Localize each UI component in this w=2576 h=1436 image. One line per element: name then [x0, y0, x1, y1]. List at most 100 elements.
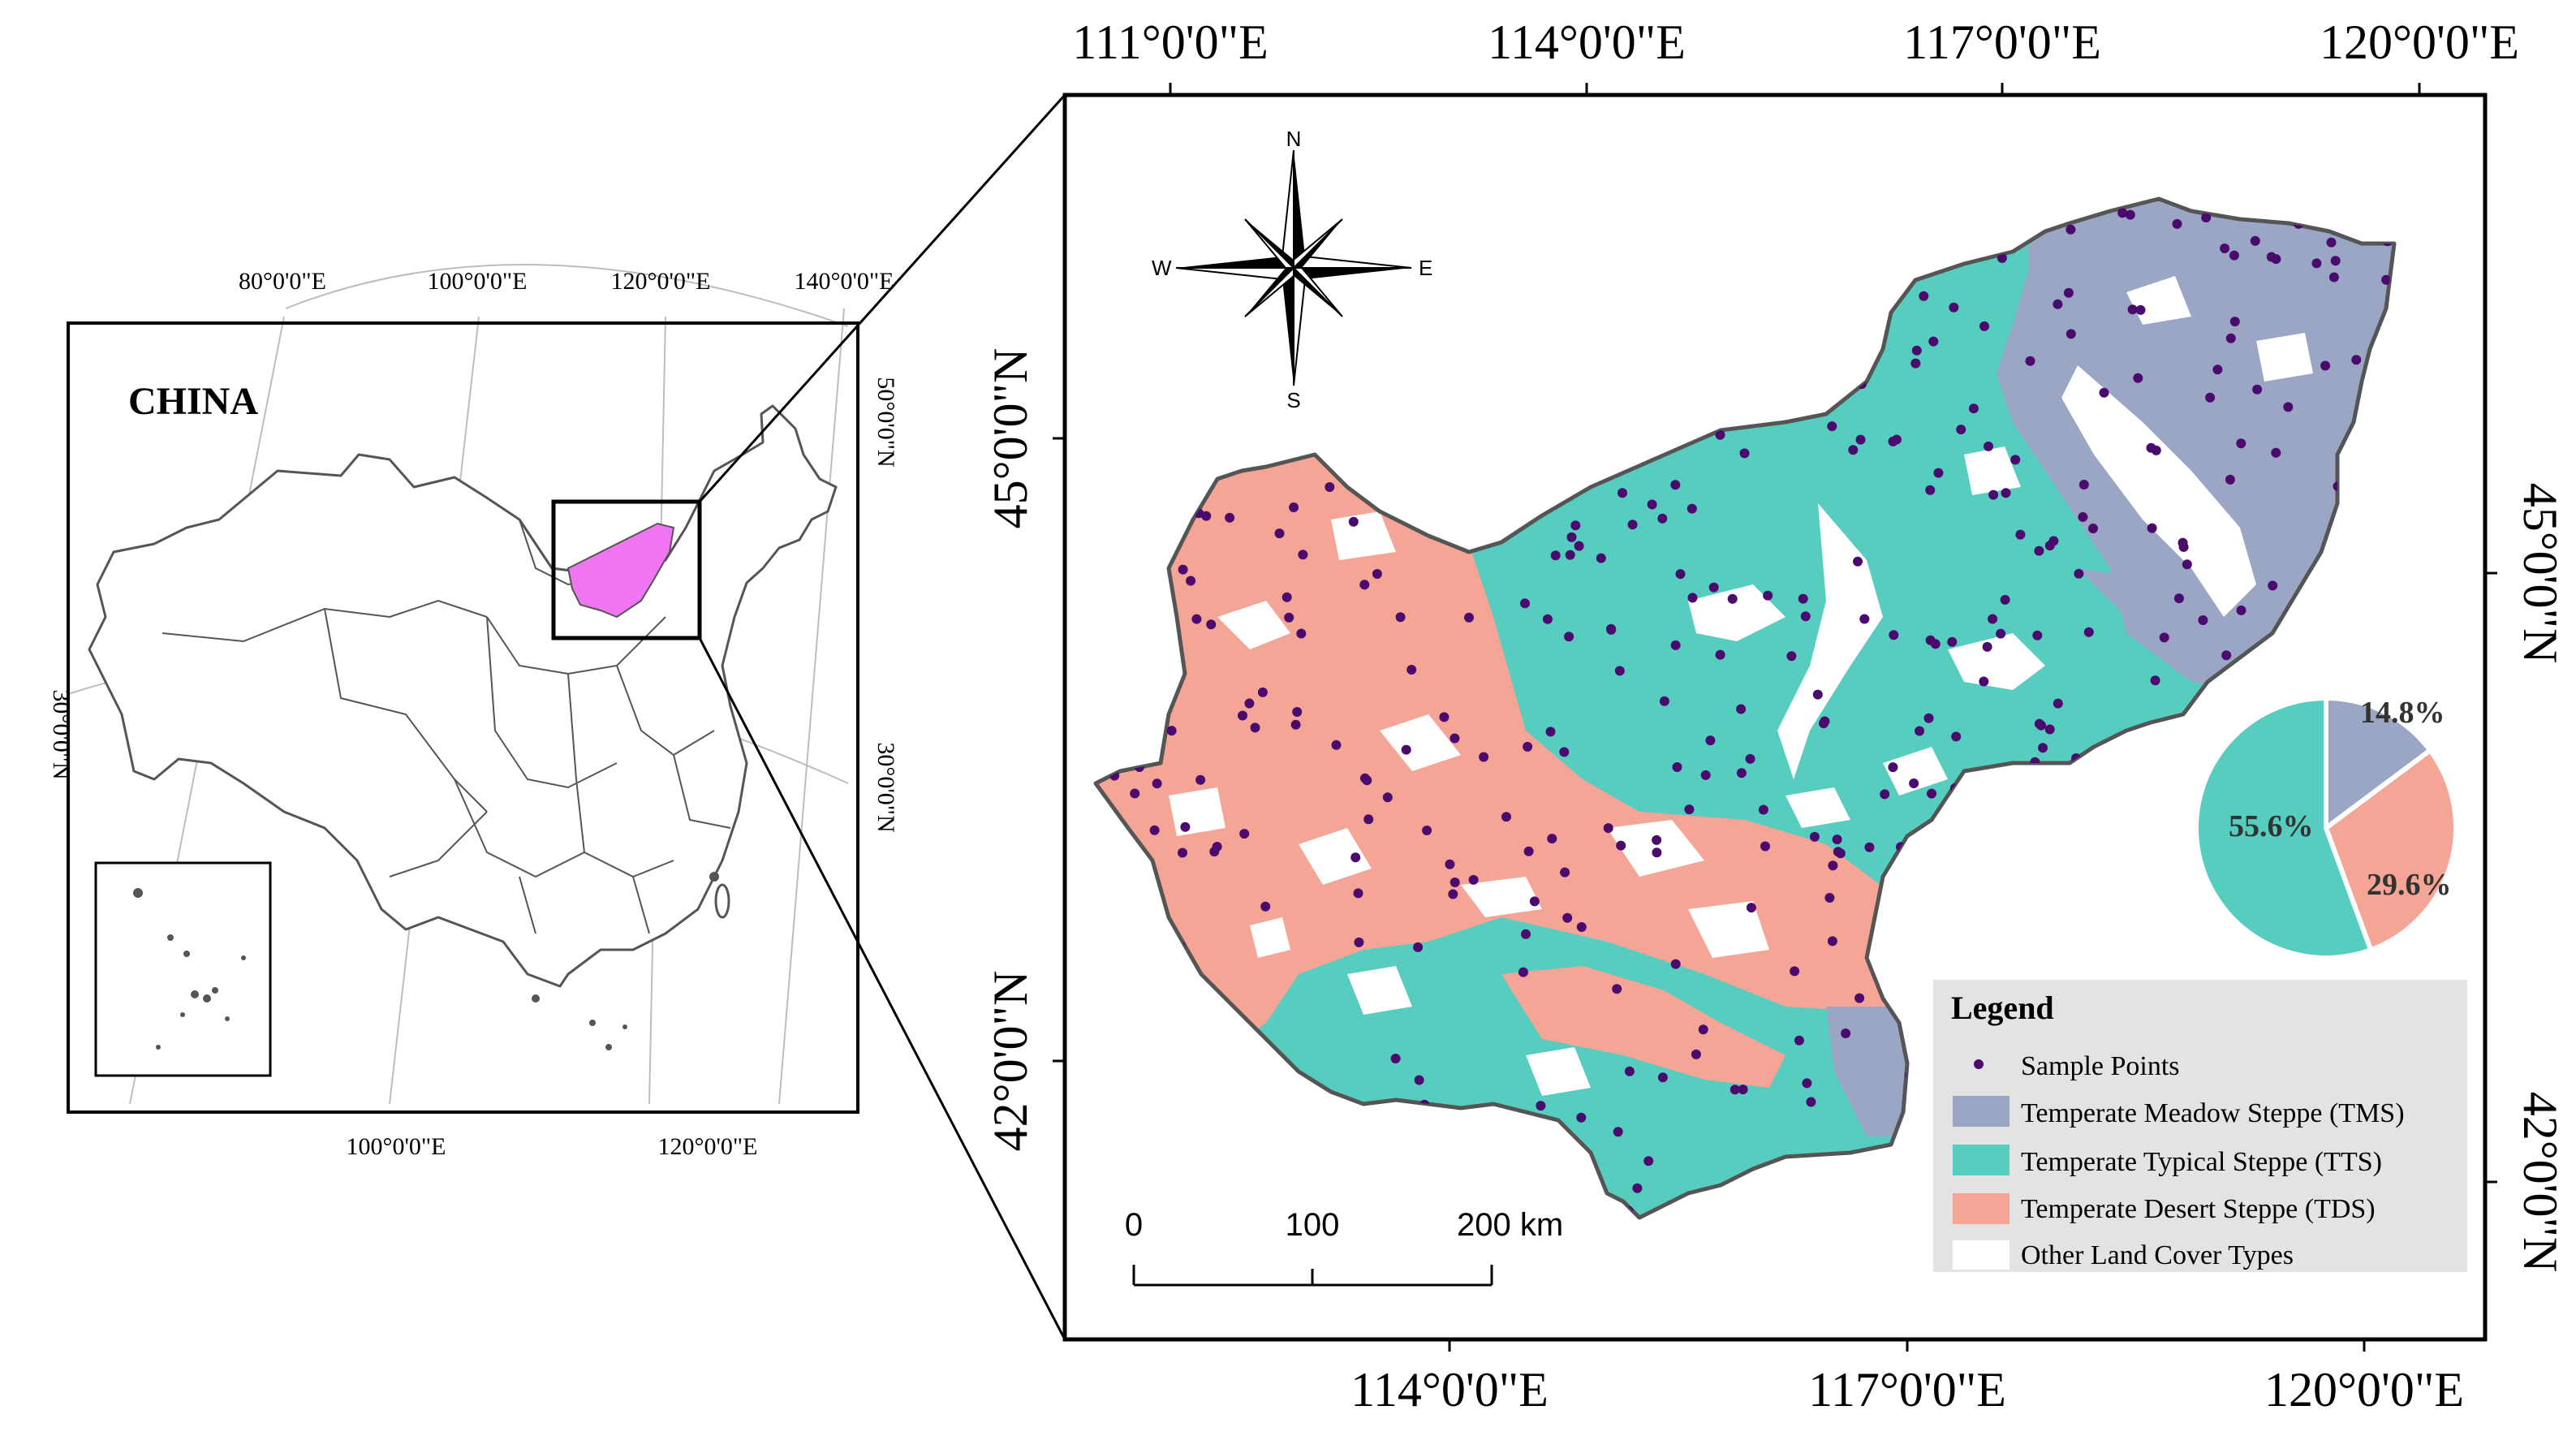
sample-point: [1166, 726, 1177, 736]
sample-point: [1657, 513, 1668, 524]
pie-slice: [2324, 695, 2434, 833]
sample-point: [1794, 1035, 1804, 1046]
sample-point: [1909, 778, 1919, 788]
sample-point: [1450, 878, 1460, 887]
sample-point: [1763, 590, 1773, 601]
sample-point: [1523, 741, 1533, 752]
sample-point: [1684, 804, 1695, 815]
sample-point: [1350, 852, 1361, 863]
sample-point: [1745, 753, 1755, 764]
sample-point: [1536, 1101, 1546, 1111]
sample-point: [1576, 1112, 1587, 1123]
sample-point: [2034, 546, 2044, 556]
sample-point: [1988, 614, 1998, 624]
sample-point: [1479, 752, 1489, 762]
sample-point: [1562, 912, 1573, 923]
sample-point: [1422, 826, 1432, 835]
sample-point: [1186, 576, 1196, 586]
sample-point: [1841, 1028, 1851, 1038]
sample-point: [1274, 528, 1285, 539]
sample-point: [1790, 966, 1800, 977]
sample-point: [1565, 550, 1575, 560]
overview-top-lon-label: 140°0'0"E: [795, 268, 894, 295]
sample-point: [1152, 778, 1162, 789]
sample-point: [2063, 287, 2074, 298]
main-top-lon-label: 114°0'0"E: [1488, 15, 1686, 69]
sample-point: [2044, 724, 2055, 735]
sample-point: [2229, 317, 2240, 327]
sample-point: [1209, 847, 1220, 857]
sample-point: [1855, 434, 1866, 445]
sample-point: [1244, 698, 1255, 709]
sample-point: [1225, 512, 1235, 523]
sample-point: [1738, 1085, 1748, 1095]
sample-point: [2078, 480, 2089, 489]
sample-point: [2066, 224, 2076, 235]
sample-point: [2125, 209, 2135, 220]
sample-point: [1715, 429, 1725, 440]
sample-point: [2146, 442, 2156, 453]
sample-point: [2088, 524, 2098, 533]
sample-point: [1891, 434, 1902, 445]
sample-point: [1448, 889, 1458, 899]
sample-point: [1445, 859, 1455, 869]
sample-point: [2083, 627, 2094, 637]
sample-point: [2053, 299, 2063, 309]
sample-point: [1715, 649, 1725, 660]
sample-point: [1984, 441, 1993, 451]
sample-point: [2198, 615, 2208, 625]
sample-point: [2135, 304, 2146, 315]
sample-point: [1949, 302, 1959, 313]
sample-point: [1191, 614, 1202, 624]
sample-point: [1542, 614, 1553, 624]
sample-point: [1739, 448, 1750, 459]
inset-box: [94, 861, 272, 1077]
sample-point: [1612, 984, 1622, 994]
sample-point: [1130, 788, 1140, 799]
sample-point: [1616, 840, 1626, 851]
sample-point: [1928, 336, 1939, 347]
sample-point: [1686, 503, 1697, 514]
study-area-highlight: [566, 522, 675, 619]
legend-swatch-tds: [1953, 1193, 2010, 1224]
sample-point: [2001, 488, 2011, 498]
sample-point: [1915, 726, 1924, 736]
legend-item-label: Other Land Cover Types: [2021, 1240, 2294, 1270]
sample-point: [1700, 770, 1711, 780]
sample-point: [1570, 520, 1581, 531]
sample-point: [2250, 235, 2260, 246]
sample-point: [1363, 814, 1374, 825]
sample-point: [1833, 847, 1843, 857]
pie-slice-label: 14.8%: [2360, 696, 2445, 730]
sample-point: [1657, 1072, 1668, 1083]
pie-slice-label: 55.6%: [2229, 809, 2314, 843]
scale-bar-label-200: 200 km: [1457, 1207, 1563, 1243]
sample-point: [1260, 901, 1271, 912]
legend-swatch-sample-points: [1974, 1059, 1984, 1069]
sample-point: [1518, 967, 1528, 977]
legend-swatch-tts: [1953, 1145, 2010, 1175]
sample-point: [2328, 272, 2339, 282]
sample-point: [1927, 788, 1936, 799]
sample-point: [1828, 860, 1838, 871]
sample-point: [1178, 847, 1187, 858]
sample-point: [1624, 1066, 1635, 1076]
sample-point: [1574, 541, 1584, 551]
sample-point: [2311, 258, 2322, 269]
study-area-locator: [551, 499, 702, 640]
sample-point: [1880, 789, 1890, 800]
sample-point: [2225, 474, 2235, 485]
inset-islands: [133, 888, 246, 1050]
sample-point: [1687, 593, 1698, 603]
main-left-lat-label: 45°0'0"N: [984, 348, 1037, 529]
sample-point: [1820, 716, 1830, 727]
legend-title: Legend: [1951, 990, 2054, 1026]
sample-point: [2268, 580, 2278, 591]
sample-point: [1413, 942, 1424, 952]
sample-point: [1613, 1127, 1623, 1137]
sample-point: [1947, 636, 1958, 647]
sample-point: [2252, 384, 2263, 395]
sample-point: [1979, 676, 1989, 687]
sample-point: [1758, 804, 1768, 815]
sample-point: [1824, 893, 1835, 903]
